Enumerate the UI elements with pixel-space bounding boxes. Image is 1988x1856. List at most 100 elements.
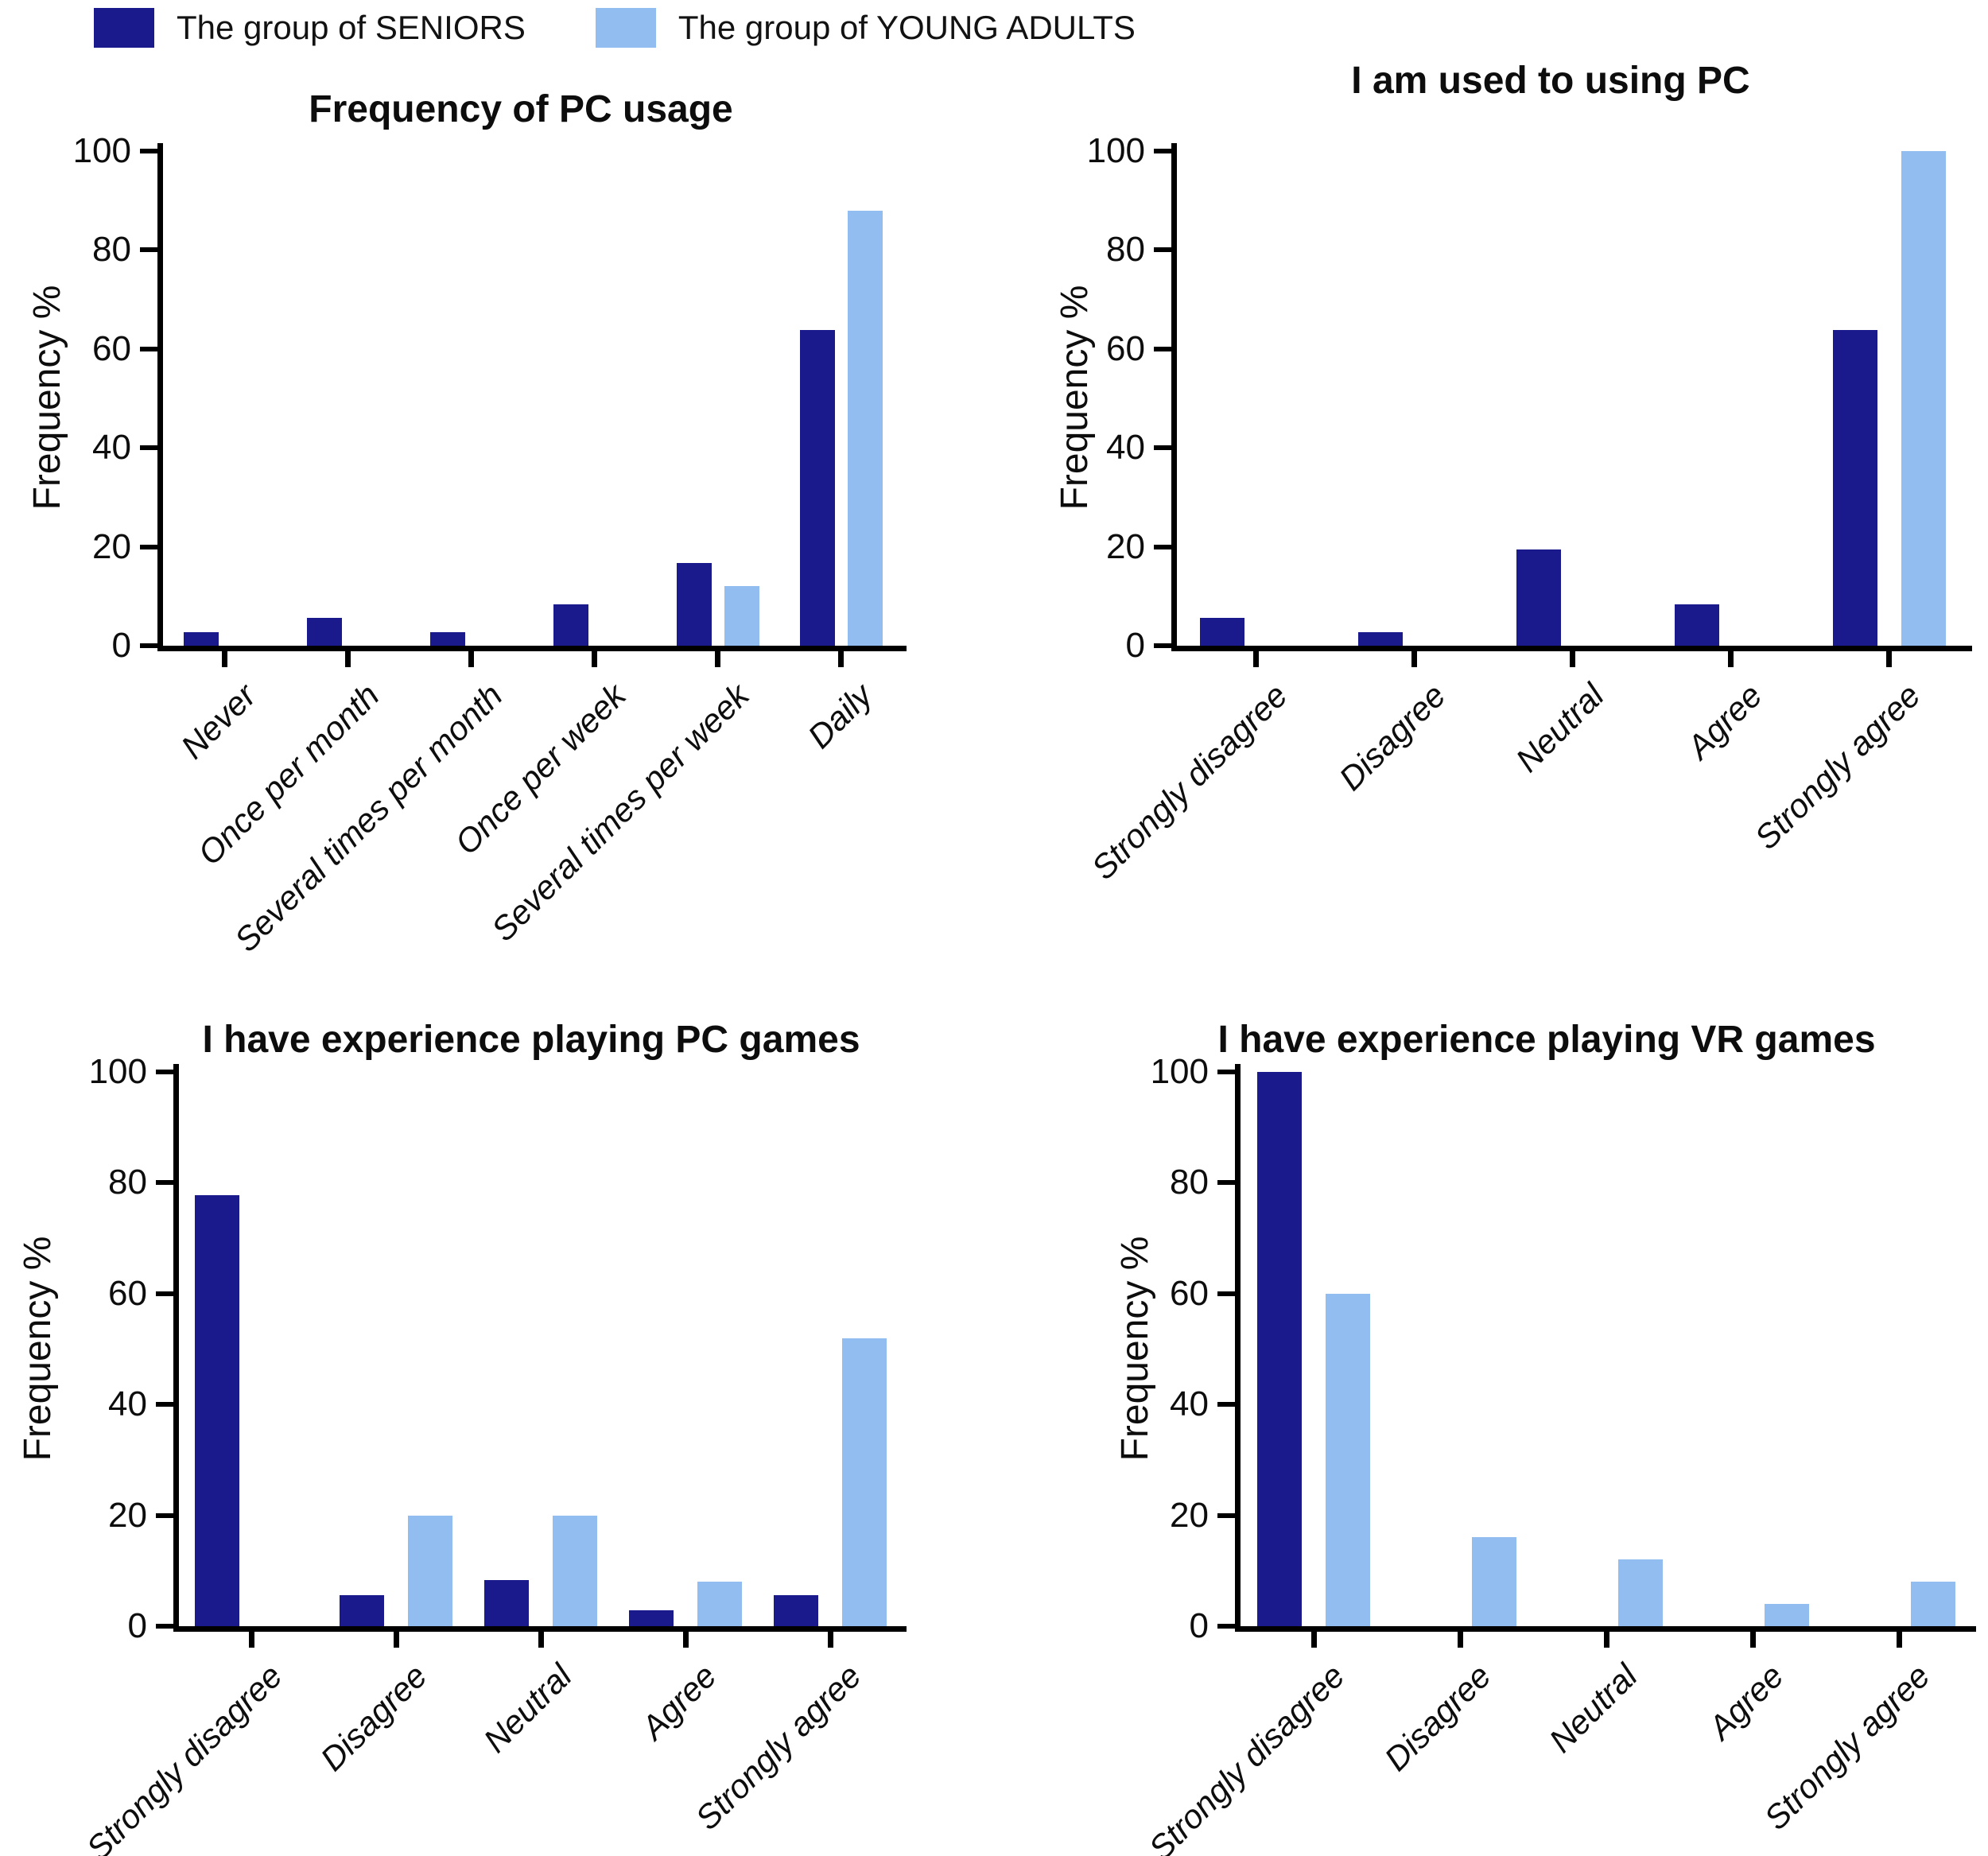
- y-tick-label-60: 60: [1170, 1273, 1209, 1313]
- chart-title-experience-pc-games: I have experience playing PC games: [202, 1019, 860, 1061]
- y-tick-40: [156, 1402, 173, 1408]
- x-tick-strongly-disagree: [1310, 1632, 1317, 1648]
- y-tick-label-0: 0: [1189, 1606, 1209, 1645]
- bar-young-adults-strongly-agree: [1901, 151, 1946, 646]
- x-tick-disagree: [393, 1632, 399, 1648]
- y-tick-0: [140, 643, 157, 648]
- y-tick-label-80: 80: [1170, 1163, 1209, 1202]
- x-category-label-strongly-agree: Strongly agree: [1746, 676, 1928, 856]
- y-tick-label-0: 0: [111, 626, 131, 665]
- x-category-label-neutral: Neutral: [1508, 676, 1611, 779]
- y-tick-100: [156, 1070, 173, 1074]
- y-tick-60: [156, 1291, 173, 1296]
- y-tick-label-100: 100: [1150, 1052, 1209, 1091]
- y-tick-label-80: 80: [1106, 230, 1145, 270]
- x-axis: [157, 646, 907, 651]
- x-tick-strongly-agree: [1896, 1632, 1902, 1648]
- y-tick-40: [1154, 445, 1171, 451]
- x-tick-agree: [682, 1632, 689, 1648]
- bar-young-adults-neutral: [1618, 1559, 1663, 1626]
- bar-young-adults-several-times-per-week: [724, 586, 759, 646]
- legend-swatch-seniors: [94, 8, 154, 48]
- bar-seniors-daily: [799, 329, 835, 646]
- y-tick-label-40: 40: [1170, 1384, 1209, 1424]
- x-tick-several-times-per-month: [468, 651, 474, 667]
- bar-seniors-neutral: [1516, 549, 1561, 646]
- y-tick-label-100: 100: [88, 1052, 147, 1091]
- bar-young-adults-agree: [1765, 1604, 1809, 1626]
- y-tick-80: [1154, 247, 1171, 253]
- x-tick-strongly-disagree: [1253, 651, 1259, 667]
- y-tick-label-20: 20: [108, 1495, 147, 1535]
- y-axis-label-pc-usage: Frequency %: [26, 285, 68, 511]
- y-axis-label-experience-pc-games: Frequency %: [17, 1236, 59, 1462]
- y-tick-label-80: 80: [92, 230, 131, 270]
- y-tick-0: [1217, 1624, 1235, 1629]
- x-category-label-strongly-disagree: Strongly disagree: [1083, 676, 1295, 887]
- y-tick-label-60: 60: [92, 328, 131, 368]
- x-tick-neutral: [1570, 651, 1575, 667]
- x-tick-strongly-agree: [1886, 651, 1892, 667]
- y-tick-80: [156, 1180, 173, 1186]
- y-tick-100: [1217, 1070, 1235, 1074]
- y-tick-20: [156, 1512, 173, 1518]
- x-category-label-agree: Agree: [1679, 676, 1769, 767]
- y-axis-label-experience-vr-games: Frequency %: [1114, 1236, 1156, 1462]
- chart-title-used-to-using-pc: I am used to using PC: [1351, 60, 1750, 102]
- bar-young-adults-agree: [697, 1582, 742, 1626]
- x-tick-never: [222, 651, 227, 667]
- x-tick-agree: [1728, 651, 1734, 667]
- y-tick-20: [140, 544, 157, 549]
- x-tick-once-per-week: [592, 651, 597, 667]
- bar-seniors-never: [183, 631, 219, 646]
- y-tick-40: [1217, 1402, 1235, 1408]
- y-tick-80: [1217, 1180, 1235, 1186]
- y-axis: [157, 143, 163, 651]
- legend-label-young-adults: The group of YOUNG ADULTS: [678, 9, 1136, 46]
- x-tick-strongly-disagree: [248, 1632, 254, 1648]
- bar-seniors-once-per-week: [553, 604, 588, 646]
- plot-area-used-to-using-pc: 0 20 40 60 80 100 Strongly disagree Disagree Neu…: [1084, 134, 1972, 887]
- y-axis: [1235, 1064, 1241, 1632]
- y-tick-label-20: 20: [92, 526, 131, 566]
- x-axis: [1235, 1626, 1976, 1632]
- x-tick-disagree: [1457, 1632, 1463, 1648]
- y-tick-label-20: 20: [1170, 1495, 1209, 1535]
- x-axis: [173, 1626, 907, 1632]
- y-tick-label-40: 40: [92, 428, 131, 468]
- y-axis-label-used-to-using-pc: Frequency %: [1054, 285, 1096, 511]
- y-tick-label-100: 100: [72, 131, 131, 170]
- bar-seniors-several-times-per-month: [429, 631, 465, 646]
- x-tick-several-times-per-week: [715, 651, 720, 667]
- x-tick-disagree: [1411, 651, 1417, 667]
- y-tick-label-60: 60: [1106, 328, 1145, 368]
- bar-young-adults-daily: [847, 210, 883, 646]
- y-axis: [173, 1064, 179, 1632]
- y-tick-0: [156, 1624, 173, 1629]
- y-tick-80: [140, 247, 157, 253]
- bar-young-adults-disagree: [408, 1515, 452, 1626]
- bar-young-adults-neutral: [553, 1515, 597, 1626]
- y-tick-label-100: 100: [1086, 131, 1145, 170]
- y-axis: [1171, 143, 1177, 651]
- bar-seniors-strongly-disagree: [1257, 1072, 1302, 1626]
- y-tick-label-0: 0: [1125, 626, 1145, 665]
- x-tick-strongly-agree: [827, 1632, 833, 1648]
- plot-area-experience-pc-games: 0 20 40 60 80 100 Strongly disagree Disagree Neu…: [79, 1054, 907, 1856]
- bar-seniors-strongly-disagree: [195, 1194, 239, 1626]
- y-tick-label-20: 20: [1106, 526, 1145, 566]
- y-tick-label-40: 40: [108, 1384, 147, 1424]
- bar-seniors-strongly-disagree: [1199, 618, 1244, 646]
- x-tick-neutral: [1603, 1632, 1609, 1648]
- y-tick-20: [1217, 1512, 1235, 1518]
- x-category-label-disagree: Disagree: [1331, 676, 1453, 798]
- y-tick-label-60: 60: [108, 1273, 147, 1313]
- legend-swatch-young-adults: [595, 8, 656, 48]
- bar-seniors-strongly-agree: [774, 1594, 818, 1626]
- bar-young-adults-strongly-disagree: [1326, 1293, 1370, 1626]
- y-tick-100: [1154, 149, 1171, 153]
- bar-seniors-agree: [1674, 604, 1719, 646]
- bar-seniors-several-times-per-week: [676, 563, 712, 646]
- bar-seniors-disagree: [340, 1594, 384, 1626]
